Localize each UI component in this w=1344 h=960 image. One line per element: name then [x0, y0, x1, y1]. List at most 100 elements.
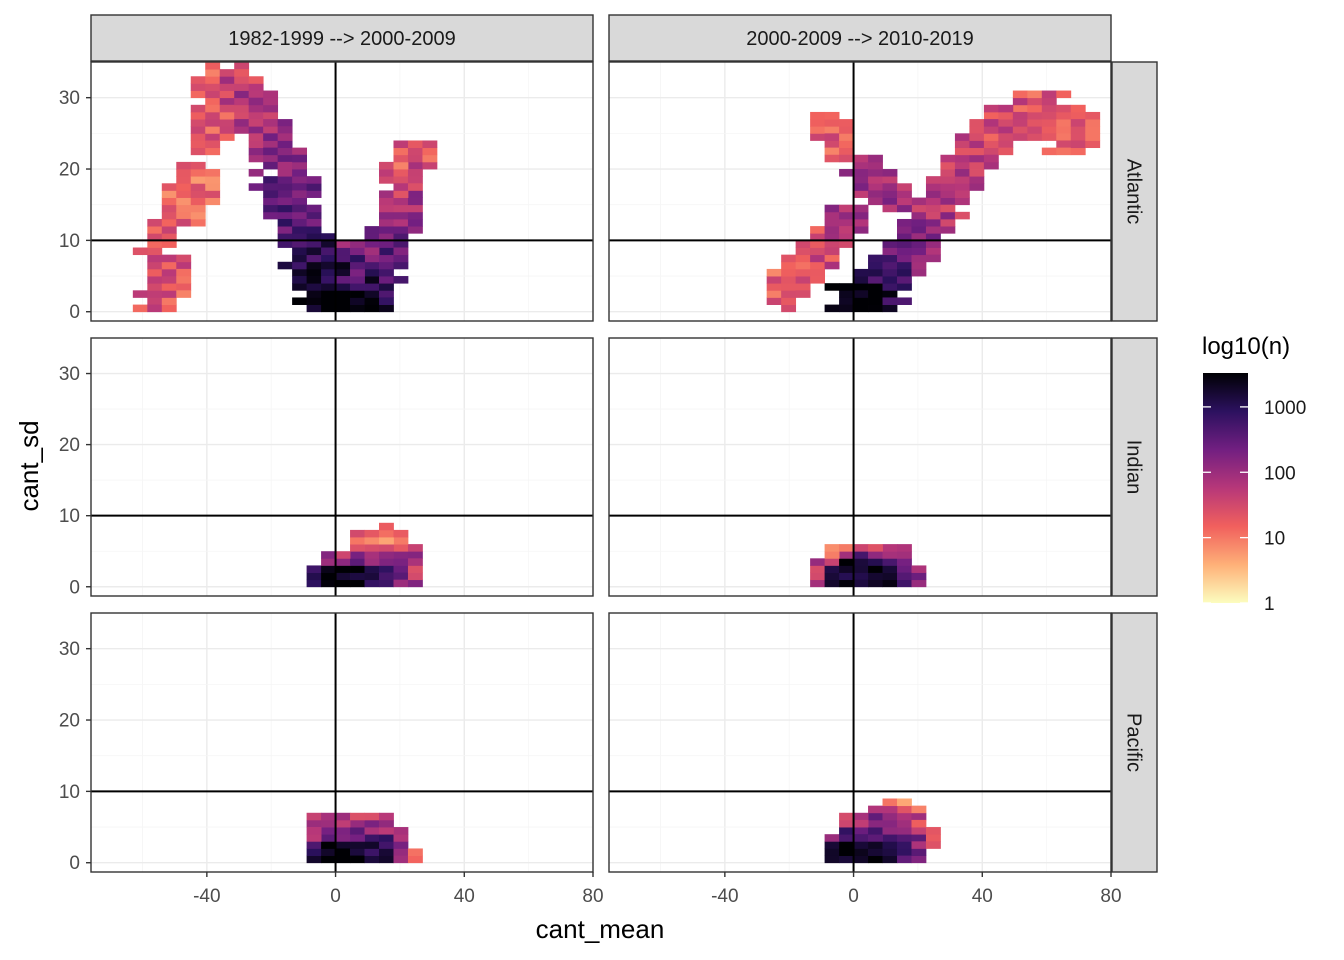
heatmap-tile: [839, 841, 854, 849]
heatmap-tile: [1056, 147, 1072, 156]
column-strip-label: 2000-2009 --> 2010-2019: [746, 28, 973, 50]
heatmap-tile: [839, 855, 854, 864]
heatmap-tile: [277, 161, 293, 170]
heatmap-tile: [379, 254, 394, 263]
heatmap-tile: [969, 169, 985, 177]
heatmap-tile: [306, 240, 322, 248]
heatmap-tile: [1041, 119, 1057, 127]
heatmap-tile: [839, 848, 854, 856]
heatmap-tile: [911, 226, 927, 234]
heatmap-tile: [161, 276, 177, 284]
heatmap-tile: [868, 544, 883, 552]
heatmap-tile: [393, 183, 409, 191]
heatmap-tile: [147, 233, 163, 241]
heatmap-tile: [882, 283, 898, 291]
heatmap-tile: [954, 183, 970, 191]
heatmap-tile: [306, 183, 322, 191]
heatmap-tile: [263, 104, 279, 113]
y-tick-label: 30: [59, 88, 80, 109]
heatmap-tile: [897, 254, 912, 263]
row-strip: [1111, 337, 1158, 597]
heatmap-tile: [940, 190, 956, 198]
heatmap-tile: [190, 190, 206, 198]
heatmap-tile: [248, 83, 264, 91]
heatmap-tile: [868, 161, 883, 170]
heatmap-tile: [393, 147, 409, 156]
heatmap-tile: [897, 204, 912, 213]
heatmap-tile: [868, 154, 883, 163]
heatmap-tile: [983, 126, 999, 134]
heatmap-tile: [306, 848, 322, 856]
heatmap-tile: [810, 268, 826, 277]
heatmap-tile: [147, 290, 163, 298]
heatmap-tile: [321, 579, 336, 588]
heatmap-tile: [911, 855, 927, 864]
heatmap-tile: [868, 290, 883, 298]
heatmap-tile: [882, 819, 898, 828]
color-legend: log10(n) 1 10 100 1000: [1202, 333, 1306, 615]
heatmap-tile: [781, 297, 797, 305]
heatmap-tile: [940, 204, 956, 213]
heatmap-tile: [350, 297, 365, 305]
heatmap-tile: [205, 176, 221, 184]
legend-ticks: 1 10 100 1000: [1203, 398, 1306, 615]
heatmap-tile: [853, 558, 869, 566]
heatmap-tile: [853, 551, 869, 559]
heatmap-tile: [407, 579, 423, 588]
heatmap-tile: [839, 204, 854, 213]
heatmap-tile: [219, 90, 235, 99]
heatmap-tile: [364, 240, 380, 248]
heatmap-tile: [263, 126, 279, 134]
row-strip: [1111, 61, 1158, 322]
heatmap-tile: [335, 572, 351, 581]
heatmap-tile: [911, 211, 927, 220]
heatmap-tile: [161, 197, 177, 206]
heatmap-tile: [839, 572, 854, 581]
heatmap-tile: [205, 62, 221, 70]
heatmap-tile: [292, 176, 308, 184]
heatmap-tile: [882, 204, 898, 213]
heatmap-tile: [248, 126, 264, 134]
heatmap-tile: [248, 90, 264, 99]
heatmap-tile: [321, 233, 336, 241]
heatmap-tile: [824, 247, 840, 256]
heatmap-tile: [161, 261, 177, 270]
heatmap-tile: [810, 111, 826, 120]
x-tick-label: 80: [1100, 886, 1121, 907]
heatmap-tile: [248, 133, 264, 141]
heatmap-tile: [810, 133, 826, 141]
heatmap-tile: [393, 204, 409, 213]
heatmap-tile: [897, 819, 912, 828]
heatmap-tile: [1070, 126, 1086, 134]
heatmap-tile: [839, 240, 854, 248]
heatmap-tile: [190, 104, 206, 113]
heatmap-tile: [911, 834, 927, 842]
heatmap-tile: [897, 283, 912, 291]
heatmap-tile: [277, 126, 293, 134]
heatmap-tile: [147, 254, 163, 263]
heatmap-tile: [897, 276, 912, 284]
heatmap-tile: [350, 304, 365, 313]
heatmap-tile: [781, 304, 797, 313]
x-tick-label: 40: [454, 886, 475, 907]
legend-label: 10: [1264, 529, 1285, 550]
heatmap-tile: [882, 276, 898, 284]
heatmap-tile: [321, 855, 336, 864]
heatmap-tile: [234, 90, 250, 99]
heatmap-tile: [911, 254, 927, 263]
heatmap-tile: [998, 147, 1014, 156]
heatmap-tile: [335, 240, 351, 248]
heatmap-tile: [393, 169, 409, 177]
heatmap-tile: [205, 140, 221, 149]
heatmap-tile: [1056, 104, 1072, 113]
heatmap-tile: [853, 827, 869, 835]
heatmap-tile: [781, 276, 797, 284]
heatmap-tile: [925, 183, 941, 191]
heatmap-tile: [897, 841, 912, 849]
heatmap-tile: [407, 572, 423, 581]
heatmap-tile: [277, 133, 293, 141]
heatmap-tile: [292, 233, 308, 241]
heatmap-tile: [393, 544, 409, 552]
heatmap-tile: [306, 579, 322, 588]
heatmap-tile: [766, 297, 782, 305]
